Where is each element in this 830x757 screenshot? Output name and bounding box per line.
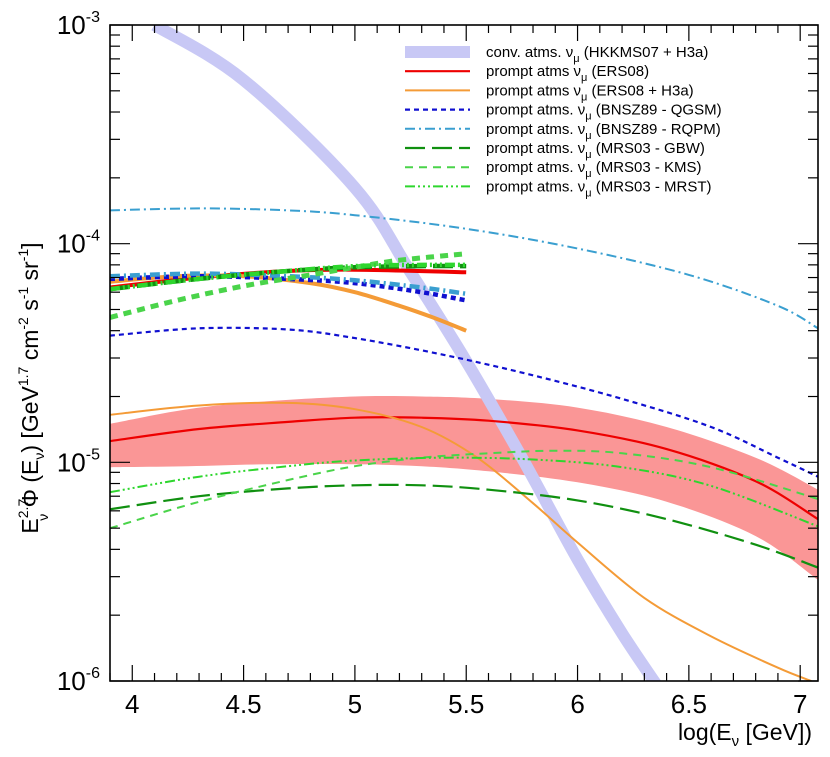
legend-label-5: prompt atms. νμ (MRS03 - GBW) — [486, 140, 705, 161]
legend: conv. atms. νμ (HKKMS07 + H3a)prompt atm… — [405, 44, 722, 199]
series-layer — [110, 25, 818, 681]
x-tick-label: 4.5 — [226, 689, 262, 719]
legend-label-0: conv. atms. νμ (HKKMS07 + H3a) — [486, 44, 708, 65]
x-tick-label: 4 — [125, 689, 139, 719]
x-tick-label: 5.5 — [448, 689, 484, 719]
x-axis-label: log(Eν [GeV]) — [678, 719, 812, 750]
short-series-line-3 — [110, 271, 467, 297]
legend-label-2: prompt atms νμ (ERS08 + H3a) — [486, 82, 694, 103]
x-tick-label: 6.5 — [671, 689, 707, 719]
legend-label-4: prompt atms. νμ (BNSZ89 - RQPM) — [486, 121, 721, 142]
short-series-line-5 — [110, 251, 467, 320]
series-line-0 — [151, 25, 662, 681]
short-series-line-6 — [110, 262, 467, 292]
short-series-line-1 — [110, 273, 467, 333]
y-tick-label: 10-4 — [57, 228, 100, 259]
tick-layer: 4 4.5 5 5.5 6 6.5 7 10-3 10-4 10-5 10-6 — [57, 9, 818, 719]
x-tick-label: 7 — [793, 689, 807, 719]
series-line-4 — [110, 207, 818, 330]
y-axis-label: E2.7 ν Φ (Eν) [GeV1.7 cm-2 s-1 sr-1] — [15, 242, 51, 533]
legend-label-6: prompt atms. νμ (MRS03 - KMS) — [486, 159, 702, 180]
series-line-2 — [110, 401, 812, 681]
series-line-3 — [110, 326, 818, 478]
series-line-7 — [110, 456, 818, 528]
legend-label-3: prompt atms. νμ (BNSZ89 - QGSM) — [486, 102, 722, 123]
x-tick-label: 5 — [348, 689, 362, 719]
series-line-1 — [110, 416, 818, 521]
y-tick-label: 10-6 — [57, 665, 100, 696]
plot-frame — [109, 24, 819, 682]
x-tick-label: 6 — [570, 689, 584, 719]
short-series-line-2 — [110, 273, 467, 303]
short-series-layer — [110, 251, 467, 333]
series-line-6 — [110, 449, 818, 530]
legend-label-7: prompt atms. νμ (MRS03 - MRST) — [486, 178, 712, 199]
y-tick-label: 10-5 — [57, 446, 100, 477]
y-tick-label: 10-3 — [57, 9, 100, 40]
series-line-5 — [110, 483, 818, 569]
legend-label-1: prompt atms νμ (ERS08) — [486, 63, 649, 84]
